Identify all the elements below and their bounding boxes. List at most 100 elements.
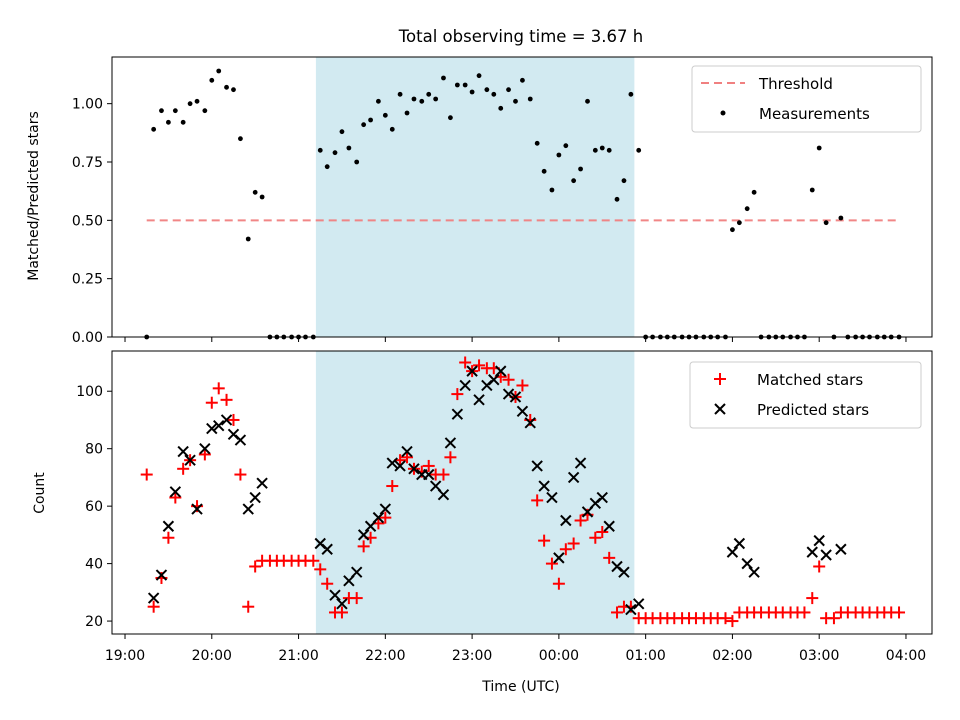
predicted-star-point [256,477,268,489]
measurement-point [838,215,844,221]
matched-star-point [314,563,327,576]
predicted-star-point [488,374,500,386]
matched-star-point [459,356,472,369]
measurement-point [382,112,388,118]
predicted-star-point [242,503,254,515]
measurement-point [231,87,236,93]
matched-star-point [335,606,348,619]
matched-star-point [162,531,175,544]
measurement-point [454,82,460,88]
predicted-star-point [199,442,211,455]
bottom-axes-frame [111,350,933,635]
matched-star-point [516,379,529,392]
measurement-point [332,150,338,156]
measurement-point [339,129,345,135]
measurement-point [209,77,215,83]
bottom-panel: 20 40 60 80 100 19:00 20:00 21:00 22:00 23:00 00:0… [32,350,933,695]
predicted-star-point [350,566,363,578]
matched-star-point [603,551,616,564]
matched-star-point [422,459,435,472]
predicted-star-point [741,557,753,570]
predicted-star-point [733,537,746,550]
measurement-point [730,227,735,233]
measurement-point [159,108,164,114]
measurement-point [361,122,367,128]
predicted-star-point [169,486,182,498]
predicted-star-point [191,503,203,515]
figure-title: Total observing time = 3.67 h [398,27,643,46]
measurement-point [397,91,403,97]
predicted-star-point [820,549,832,561]
measurement-point [484,87,490,93]
measurement-point [448,115,453,121]
matched-star-point [205,396,218,409]
matched-star-point [531,494,544,507]
matched-star-point [212,382,225,395]
predicted-star-point [220,414,233,426]
x-tick-label: 22:00 [365,648,405,664]
matched-star-point [234,468,247,481]
matched-star-point [147,600,160,613]
top-axes-ticks: 0.00 0.25 0.50 0.75 1.00 [72,97,907,346]
predicted-star-point [806,546,818,558]
top-y-tick-label: 0.75 [72,155,103,171]
measurement-point [628,91,634,97]
top-legend-box [691,65,922,133]
matched-star-point [386,480,399,493]
matched-star-point [350,592,363,605]
measurement-point [636,147,642,153]
predicted-star-point [437,488,450,501]
legend-threshold-label: Threshold [758,75,833,93]
measurement-point [498,105,504,111]
predicted-star-point [336,598,348,610]
predicted-star-point [372,511,385,524]
matched-star-point [798,606,811,619]
bottom-legend: Matched stars Predicted stars [689,361,922,429]
predicted-star-point [147,592,160,604]
measurement-point [621,178,627,184]
top-legend: Threshold Measurements [691,65,922,133]
legend-measurements-swatch [720,110,726,116]
predicted-star-point [177,445,189,458]
predicted-star-point [206,422,218,435]
measurement-point [614,196,620,202]
measurement-point [476,73,482,79]
predicted-star-point [321,543,333,555]
measurement-point [599,145,605,151]
measurement-point [541,168,547,174]
measurement-point [744,206,750,212]
matched-star-point [552,577,565,590]
measurement-point [751,189,757,195]
predicted-star-point [726,546,739,558]
measurement-point [491,91,497,97]
measurement-point [346,145,352,151]
top-axes-frame [111,56,933,338]
predicted-star-point [567,471,580,484]
predicted-star-point [473,394,485,406]
predicted-star-point [451,408,464,420]
predicted-star-point [408,463,420,475]
x-tick-label: 21:00 [278,648,318,664]
matched-star-point [827,612,840,625]
predicted-star-point [394,460,406,472]
legend-matched-label: Matched stars [757,371,863,389]
measurement-point [411,96,417,102]
predicted-star-point [444,437,457,449]
measurement-point [549,187,555,193]
matched-star-point [242,600,255,613]
predicted-star-point [234,434,247,446]
predicted-star-point [546,491,558,504]
predicted-star-point [596,491,608,504]
legend-matched-swatch [714,373,726,385]
predicted-star-point [401,445,413,458]
matched-star-point [545,557,558,570]
predicted-star-point [423,468,435,481]
top-shaded-interval [315,57,635,337]
legend-predicted-swatch [714,403,726,415]
bottom-y-axis-label: Count [32,472,48,514]
top-y-axis-label: Matched/Predicted stars [26,111,42,281]
predicted-star-point [509,391,522,403]
measurement-point [585,98,590,104]
measurement-point [224,84,229,90]
matched-star-point [719,612,732,625]
